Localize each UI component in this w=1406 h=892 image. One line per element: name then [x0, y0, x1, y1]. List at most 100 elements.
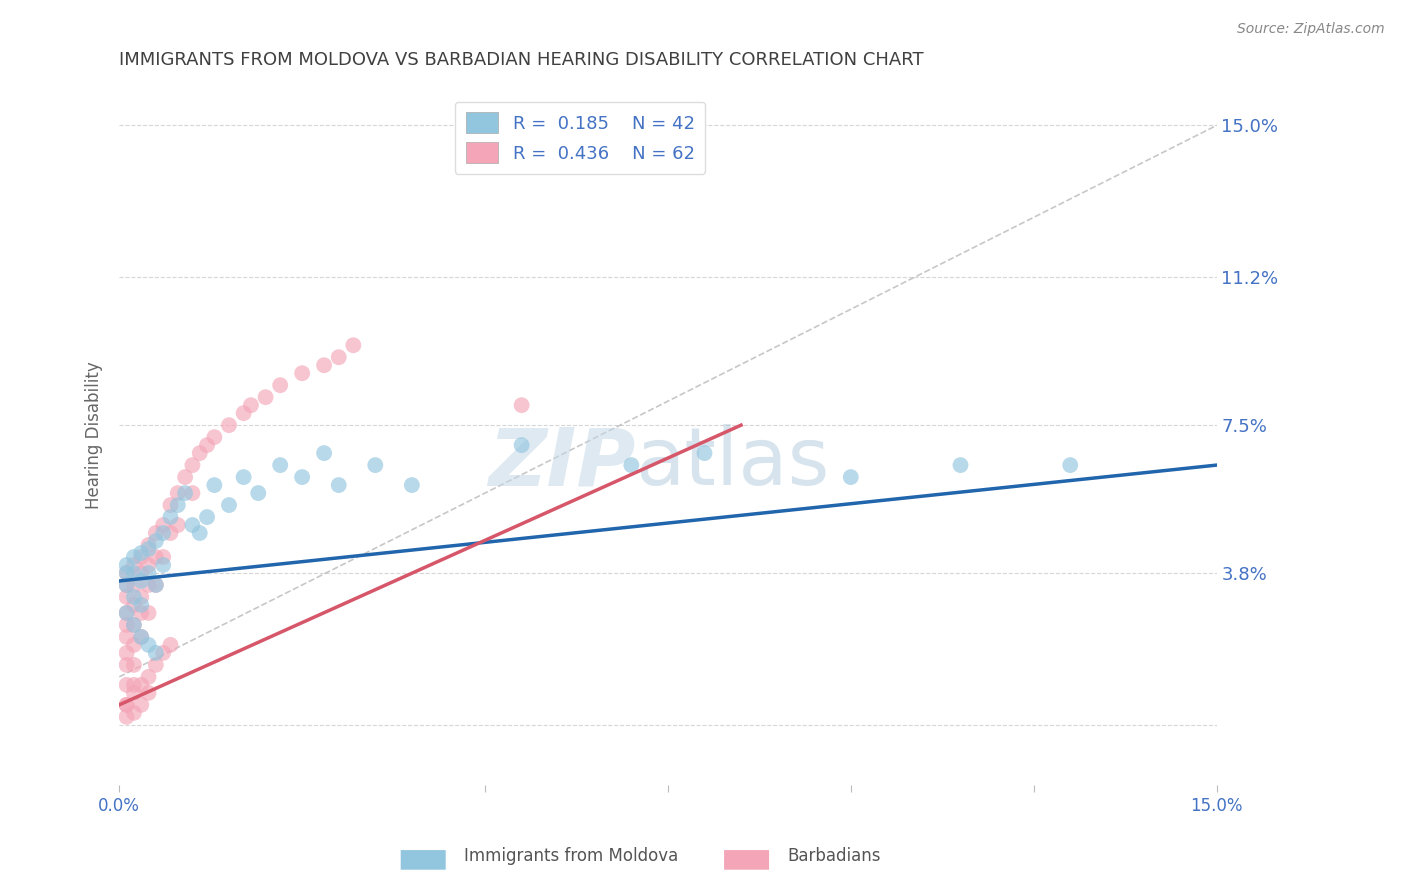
Point [188, 446, 211, 460]
Point [122, 618, 145, 632]
Point [949, 458, 972, 472]
Point [247, 486, 270, 500]
Text: Barbadians: Barbadians [787, 847, 882, 865]
Point [314, 446, 336, 460]
Point [693, 446, 716, 460]
Point [314, 358, 336, 372]
Point [166, 498, 188, 512]
Point [401, 478, 423, 492]
Text: ZIP: ZIP [488, 424, 636, 502]
Point [129, 590, 152, 604]
Y-axis label: Hearing Disability: Hearing Disability [86, 361, 103, 509]
Point [1059, 458, 1081, 472]
Point [269, 458, 291, 472]
Point [115, 590, 138, 604]
Point [115, 698, 138, 712]
Text: Immigrants from Moldova: Immigrants from Moldova [464, 847, 678, 865]
Point [152, 549, 174, 564]
Point [174, 486, 197, 500]
Point [328, 350, 350, 364]
Point [115, 646, 138, 660]
Point [138, 670, 160, 684]
Point [129, 566, 152, 580]
Point [145, 526, 167, 541]
Point [122, 618, 145, 632]
Point [145, 549, 167, 564]
Point [115, 710, 138, 724]
Point [129, 598, 152, 612]
Point [129, 678, 152, 692]
Point [122, 678, 145, 692]
Point [181, 518, 204, 533]
Point [218, 418, 240, 433]
Point [115, 698, 138, 712]
Point [115, 566, 138, 580]
Point [115, 618, 138, 632]
Point [145, 534, 167, 549]
Point [122, 566, 145, 580]
Point [138, 638, 160, 652]
Legend: R =  0.185    N = 42, R =  0.436    N = 62: R = 0.185 N = 42, R = 0.436 N = 62 [454, 102, 706, 174]
Point [232, 406, 254, 420]
Point [122, 558, 145, 572]
Point [328, 478, 350, 492]
Point [122, 578, 145, 592]
Point [839, 470, 862, 484]
Point [145, 578, 167, 592]
Point [181, 458, 204, 472]
Point [202, 430, 225, 444]
Point [138, 686, 160, 700]
Point [138, 558, 160, 572]
Point [115, 630, 138, 644]
Point [122, 657, 145, 672]
Point [115, 606, 138, 620]
Point [122, 549, 145, 564]
Point [202, 478, 225, 492]
Text: Source: ZipAtlas.com: Source: ZipAtlas.com [1237, 22, 1385, 37]
Point [138, 538, 160, 552]
Point [269, 378, 291, 392]
Point [122, 706, 145, 720]
Point [115, 578, 138, 592]
Point [364, 458, 387, 472]
Point [254, 390, 277, 404]
Point [188, 526, 211, 541]
Text: atlas: atlas [636, 424, 830, 502]
Point [152, 526, 174, 541]
Point [159, 510, 181, 524]
Point [129, 574, 152, 588]
Point [138, 566, 160, 580]
Point [122, 590, 145, 604]
Point [145, 657, 167, 672]
Text: IMMIGRANTS FROM MOLDOVA VS BARBADIAN HEARING DISABILITY CORRELATION CHART: IMMIGRANTS FROM MOLDOVA VS BARBADIAN HEA… [120, 51, 924, 69]
Point [129, 606, 152, 620]
Point [195, 438, 218, 452]
Point [115, 606, 138, 620]
Point [166, 486, 188, 500]
Point [145, 646, 167, 660]
Point [152, 646, 174, 660]
Point [166, 518, 188, 533]
Point [122, 686, 145, 700]
Point [510, 398, 533, 412]
Point [115, 578, 138, 592]
Point [115, 678, 138, 692]
Point [174, 470, 197, 484]
Point [129, 546, 152, 560]
Point [620, 458, 643, 472]
Point [122, 638, 145, 652]
Point [291, 470, 314, 484]
Point [129, 698, 152, 712]
Point [159, 526, 181, 541]
Point [218, 498, 240, 512]
Point [152, 518, 174, 533]
Point [138, 606, 160, 620]
Point [129, 549, 152, 564]
Point [291, 366, 314, 380]
Point [159, 498, 181, 512]
Point [129, 630, 152, 644]
Point [195, 510, 218, 524]
Point [181, 486, 204, 500]
Point [232, 470, 254, 484]
Point [342, 338, 364, 352]
